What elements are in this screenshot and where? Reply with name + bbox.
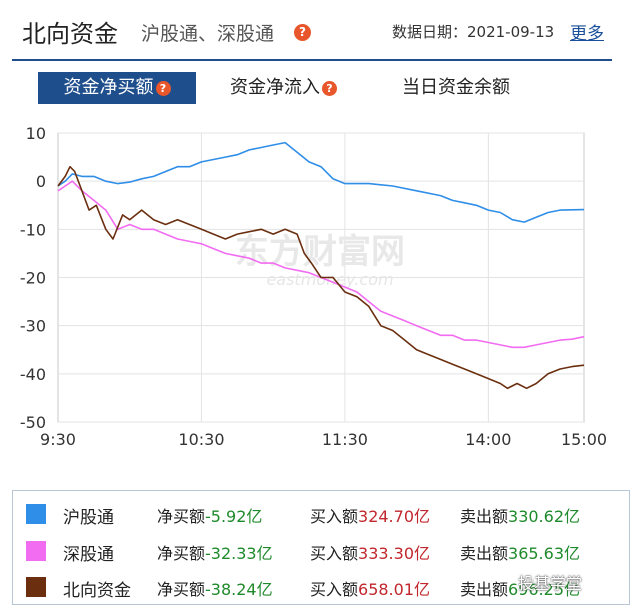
- y-tick-label: -40: [20, 365, 46, 384]
- x-tick-label: 15:00: [561, 430, 607, 449]
- net-buy: 净买额-32.33亿: [157, 544, 273, 563]
- series-line-1: [57, 180, 585, 349]
- corner-watermark: 投基学堂: [518, 574, 583, 593]
- x-tick-label: 14:00: [465, 430, 511, 449]
- y-tick-label: 0: [36, 172, 46, 191]
- series-line-2: [57, 165, 585, 390]
- series-swatch: [26, 504, 46, 524]
- watermark-url: eastmoney.com: [266, 270, 393, 289]
- series-swatch: [26, 541, 46, 561]
- tab-label: 资金净买额: [63, 77, 154, 98]
- tab-net-inflow[interactable]: 资金净流入?: [230, 72, 337, 104]
- tab-net-buy[interactable]: 资金净买额?: [38, 72, 196, 104]
- y-tick-label: -10: [20, 220, 46, 239]
- more-link[interactable]: 更多: [570, 24, 604, 44]
- tab-label: 当日资金余额: [402, 77, 510, 98]
- buy-amount: 买入额324.70亿: [310, 507, 431, 526]
- y-tick-label: -20: [20, 269, 46, 288]
- tab-label: 资金净流入: [230, 77, 320, 98]
- header: 北向资金 沪股通、深股通 ? 数据日期：2021-09-13 更多: [0, 0, 640, 62]
- net-buy: 净买额-5.92亿: [157, 507, 263, 526]
- header-divider: [12, 59, 612, 61]
- page-title: 北向资金: [22, 20, 118, 48]
- watermark-brand: 东方财富网: [235, 232, 405, 272]
- legend-table: 沪股通 净买额-5.92亿 买入额324.70亿 卖出额330.62亿 深股通 …: [12, 490, 630, 605]
- series-name: 沪股通: [63, 508, 114, 528]
- sell-amount: 卖出额696.25亿: [460, 580, 581, 599]
- help-icon[interactable]: ?: [322, 80, 337, 96]
- legend-row: 深股通 净买额-32.33亿 买入额333.30亿 卖出额365.63亿: [13, 533, 629, 569]
- x-tick-label: 11:30: [322, 430, 368, 449]
- buy-amount: 买入额658.01亿: [310, 580, 431, 599]
- page-subtitle: 沪股通、深股通: [141, 23, 275, 45]
- y-tick-label: -50: [20, 413, 46, 432]
- series-name: 深股通: [63, 545, 114, 565]
- sell-amount: 卖出额330.62亿: [460, 507, 581, 526]
- buy-amount: 买入额333.30亿: [310, 544, 431, 563]
- y-tick-label: 10: [26, 124, 46, 143]
- legend-row: 北向资金 净买额-38.24亿 买入额658.01亿 卖出额696.25亿: [13, 569, 629, 605]
- tab-daily-balance[interactable]: 当日资金余额: [402, 72, 510, 104]
- series-swatch: [26, 577, 46, 597]
- series-name: 北向资金: [63, 581, 131, 601]
- line-chart: 10 0 -10 -20 -30 -40 -509:30 10:30 11:30 14:00 15:…: [20, 124, 607, 449]
- data-date: 数据日期：2021-09-13: [392, 23, 555, 41]
- help-icon[interactable]: ?: [294, 24, 311, 41]
- x-tick-label: 10:30: [178, 430, 224, 449]
- x-tick-label: 9:30: [40, 430, 76, 449]
- legend-row: 沪股通 净买额-5.92亿 买入额324.70亿 卖出额330.62亿: [13, 496, 629, 532]
- net-buy: 净买额-38.24亿: [157, 580, 273, 599]
- sell-amount: 卖出额365.63亿: [460, 544, 581, 563]
- y-tick-label: -30: [20, 317, 46, 336]
- series-line-0: [57, 141, 585, 223]
- help-icon[interactable]: ?: [155, 80, 171, 96]
